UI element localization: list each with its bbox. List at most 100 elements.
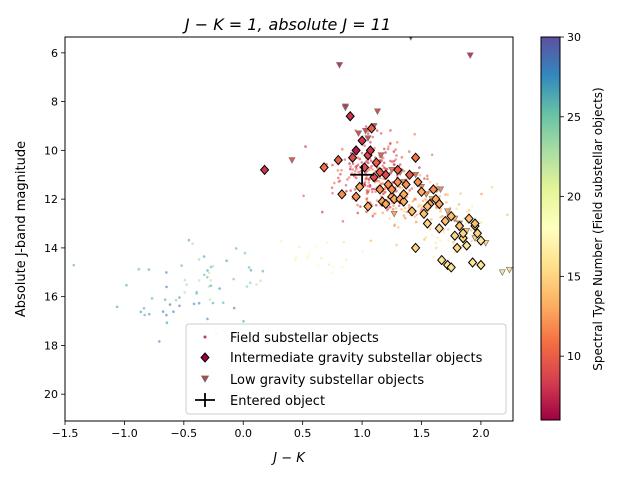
field-point: [381, 164, 385, 167]
field-point: [249, 268, 253, 272]
field-point: [354, 176, 358, 180]
field-point: [165, 313, 168, 317]
field-point: [506, 213, 509, 217]
field-point: [345, 189, 348, 193]
field-point: [423, 238, 426, 241]
field-point: [381, 177, 384, 180]
field-point: [294, 256, 298, 260]
field-point: [356, 203, 359, 207]
intermediate-gravity-point: [399, 196, 409, 207]
field-point: [316, 264, 320, 268]
field-point: [374, 203, 378, 207]
field-point: [447, 239, 451, 242]
field-point: [370, 164, 374, 168]
plot-frame: [64, 36, 514, 422]
field-point: [430, 234, 434, 237]
intermediate-gravity-point: [371, 157, 381, 168]
field-point: [371, 135, 375, 139]
field-point: [381, 211, 385, 215]
y-tick-label: 6: [51, 47, 58, 60]
field-point: [331, 163, 334, 167]
y-tick-label: 10: [44, 144, 58, 157]
field-point: [387, 145, 390, 148]
field-point: [408, 189, 412, 192]
intermediate-gravity-point: [319, 162, 329, 173]
field-point: [115, 305, 119, 309]
low-gravity-point: [354, 130, 363, 138]
field-point: [407, 150, 411, 153]
field-point: [413, 215, 417, 218]
field-point: [434, 241, 438, 245]
field-point: [386, 207, 390, 211]
intermediate-gravity-point: [393, 176, 403, 188]
field-point: [410, 187, 414, 190]
field-point: [197, 258, 201, 261]
field-point: [380, 159, 384, 162]
field-point: [368, 183, 372, 187]
field-point: [218, 287, 221, 290]
field-point: [414, 198, 417, 201]
intermediate-gravity-point: [416, 186, 427, 198]
field-point: [394, 207, 398, 210]
field-point: [435, 246, 438, 250]
field-point: [158, 340, 161, 343]
field-point: [183, 291, 186, 294]
field-point: [192, 302, 196, 306]
field-point: [209, 265, 213, 269]
field-point: [402, 214, 406, 217]
field-point: [392, 204, 395, 207]
field-point: [364, 125, 368, 128]
field-point: [197, 279, 201, 282]
field-point: [343, 158, 347, 161]
field-point: [209, 278, 213, 282]
field-point: [211, 265, 215, 268]
intermediate-gravity-point: [375, 167, 385, 178]
intermediate-gravity-point: [351, 191, 361, 202]
field-point: [332, 265, 335, 269]
colorbar-ticks: 10 15 20 25 30: [560, 31, 581, 363]
field-point: [339, 172, 342, 176]
low-gravity-point: [341, 103, 349, 111]
intermediate-gravity-point: [422, 201, 433, 212]
field-point: [374, 190, 377, 193]
field-point: [365, 177, 369, 180]
field-point: [418, 173, 422, 177]
field-point: [394, 158, 398, 161]
y-tick-label: 14: [44, 242, 58, 255]
intermediate-gravity-point: [381, 198, 391, 210]
field-point: [206, 317, 209, 321]
field-point: [408, 205, 411, 209]
intermediate-gravity-layer: [259, 110, 486, 273]
field-point: [203, 273, 206, 277]
field-point: [468, 209, 471, 212]
low-gravity-point: [444, 208, 452, 216]
x-tick-label: 0.5: [294, 427, 312, 440]
legend: Field substellar objects Intermediate gr…: [185, 323, 507, 415]
intermediate-gravity-point: [462, 240, 472, 251]
field-point: [464, 222, 468, 225]
field-point: [470, 229, 473, 232]
colorbar-tick-label: 20: [567, 191, 581, 204]
low-gravity-point: [362, 128, 370, 135]
field-point: [333, 181, 336, 185]
field-point: [187, 238, 191, 242]
legend-box: [185, 323, 507, 415]
field-point: [436, 236, 439, 239]
intermediate-gravity-point: [399, 189, 409, 200]
field-point: [457, 203, 461, 206]
field-point: [365, 199, 369, 203]
field-point: [384, 151, 387, 154]
field-point: [183, 278, 187, 282]
field-point: [209, 284, 213, 288]
low-gravity-point: [373, 108, 382, 116]
field-point: [430, 153, 434, 157]
field-point: [302, 194, 305, 198]
field-point: [330, 186, 334, 189]
field-point: [247, 266, 251, 269]
field-point: [364, 171, 367, 175]
y-tick-label: 12: [44, 193, 58, 206]
field-point: [234, 247, 238, 250]
legend-label-field: Field substellar objects: [230, 331, 379, 346]
field-point: [197, 301, 201, 305]
field-point: [364, 160, 368, 163]
